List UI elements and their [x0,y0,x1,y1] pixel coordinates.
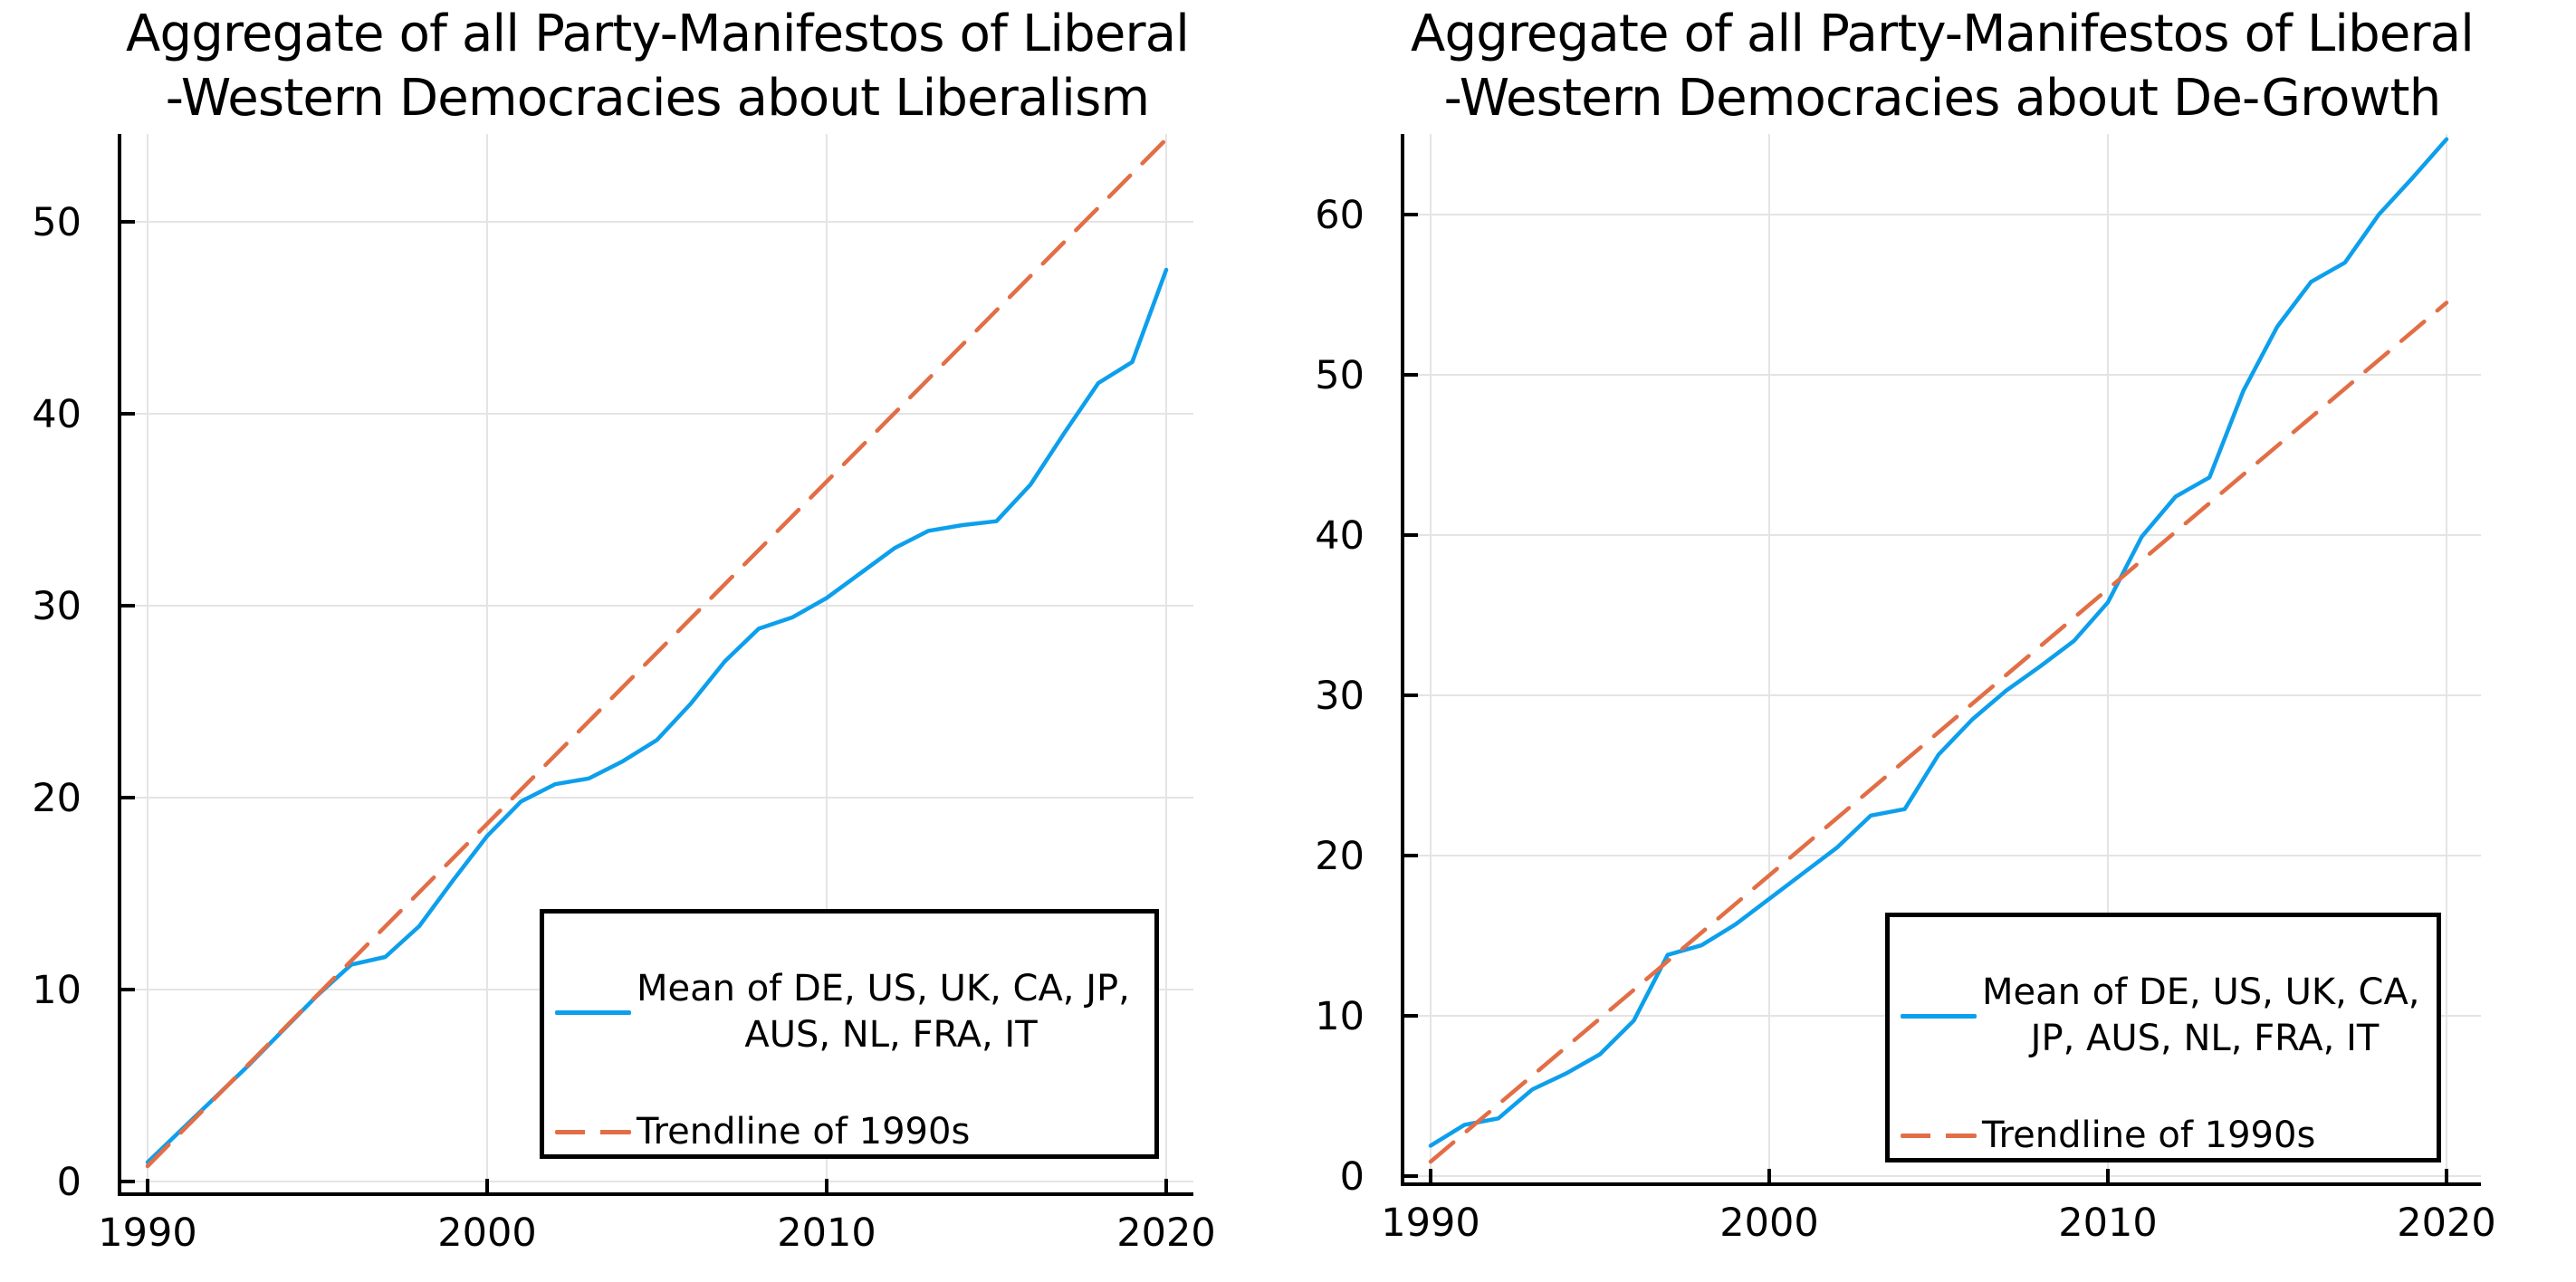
series-legend-line1: Mean of DE, US, UK, CA, [1982,971,2420,1013]
trendline-sample [1901,1134,1977,1138]
trendline-legend-label: Trendline of 1990s [637,1111,971,1153]
y-tick-label: 20 [32,776,81,821]
title-line: Aggregate of all Party-Manifestos of Lib… [1410,5,2475,63]
y-tick-label: 10 [1315,994,1365,1039]
chart-title-liberalism: Aggregate of all Party-Manifestos of Lib… [24,2,1291,130]
series-legend-line1: Mean of DE, US, UK, CA, JP, [637,968,1130,1009]
y-tick-label: 40 [1315,513,1365,559]
series-legend-label: Mean of DE, US, UK, CA, JP, AUS, NL, FRA… [637,966,1145,1058]
trendline [1428,301,2449,1164]
y-tick-label: 0 [57,1160,81,1205]
chart-liberalism: 1990 2000 2010 2020 0 10 20 30 40 50 [32,134,1216,1256]
y-tick-label: 30 [1315,674,1365,719]
series-line [1428,137,2449,1148]
y-tick-label: 30 [32,584,81,629]
x-tick-label: 1990 [1381,1201,1480,1246]
x-tick-label: 1990 [98,1210,196,1256]
series-line-sample [555,1009,631,1015]
y-tick-label: 0 [1340,1154,1365,1200]
trendline-sample [555,1130,631,1134]
legend-degrowth: Mean of DE, US, UK, CA, JP, AUS, NL, FRA… [1885,913,2441,1162]
x-tick-label: 2000 [437,1210,536,1256]
chart-title-degrowth: Aggregate of all Party-Manifestos of Lib… [1308,2,2576,130]
y-tick-label: 50 [1315,353,1365,398]
x-tick-label: 2020 [2397,1201,2495,1246]
chart-degrowth: 1990 2000 2010 2020 0 10 20 30 40 50 60 [1315,134,2496,1246]
y-tick-label: 60 [1315,193,1365,238]
y-tick-label: 10 [32,968,81,1013]
title-line: -Western Democracies about Liberalism [165,69,1150,128]
series-legend-line2: JP, AUS, NL, FRA, IT [2030,1018,2380,1059]
series-legend-label: Mean of DE, US, UK, CA, JP, AUS, NL, FRA… [1982,970,2428,1062]
y-tick-label: 40 [32,392,81,437]
series-legend-line2: AUS, NL, FRA, IT [744,1014,1038,1056]
legend-item-series: Mean of DE, US, UK, CA, JP, AUS, NL, FRA… [1890,970,2437,1062]
trendline [145,137,1169,1169]
legend-item-series: Mean of DE, US, UK, CA, JP, AUS, NL, FRA… [544,966,1154,1058]
x-tick-label: 2000 [1719,1201,1818,1246]
title-line: -Western Democracies about De-Growth [1443,69,2442,128]
x-tick-label: 2010 [777,1210,876,1256]
legend-item-trendline: Trendline of 1990s [1890,1113,2437,1159]
trendline-legend-label: Trendline of 1990s [1982,1115,2316,1156]
title-line: Aggregate of all Party-Manifestos of Lib… [125,5,1190,63]
legend-item-trendline: Trendline of 1990s [544,1109,1154,1155]
series-line-sample [1901,1013,1977,1019]
y-tick-label: 50 [32,200,81,245]
y-tick-label: 20 [1315,834,1365,879]
x-tick-label: 2020 [1116,1210,1215,1256]
x-tick-label: 2010 [2058,1201,2157,1246]
legend-liberalism: Mean of DE, US, UK, CA, JP, AUS, NL, FRA… [540,909,1159,1159]
